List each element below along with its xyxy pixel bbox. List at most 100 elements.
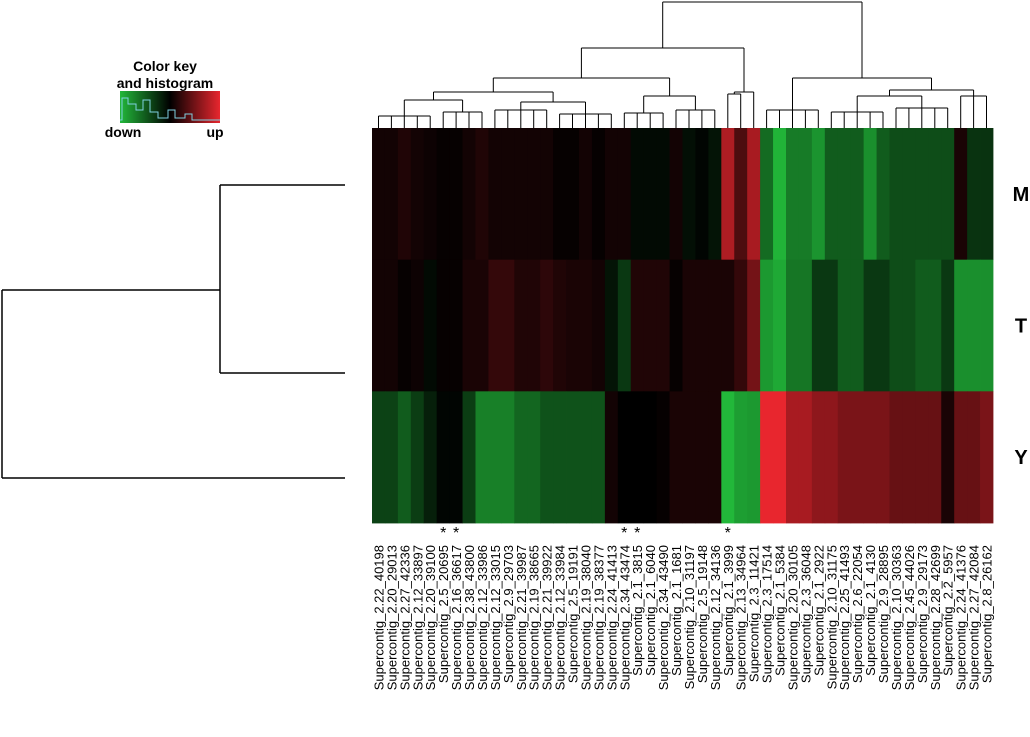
column-label: Supercontig_2.27_42336 [397, 545, 412, 690]
heatmap-cell [462, 128, 476, 261]
column-label: Supercontig_2.5_19191 [566, 545, 581, 683]
heatmap-cell [747, 259, 761, 392]
column-label: Supercontig_2.10_31197 [682, 545, 697, 689]
row-label: M [1013, 184, 1030, 206]
column-label: Supercontig_2.1_3999 [721, 545, 736, 676]
heatmap-cell [682, 259, 696, 392]
heatmap-cell [656, 259, 670, 392]
heatmap-cell [604, 128, 619, 261]
heatmap-cell [695, 391, 709, 524]
heatmap-cell [527, 391, 541, 524]
heatmap-cell [915, 259, 929, 392]
heatmap-cell [630, 259, 645, 392]
heatmap-cell [721, 259, 735, 392]
heatmap-cell [527, 128, 541, 261]
heatmap-cell [449, 128, 463, 261]
heatmap-cell [669, 259, 683, 392]
heatmap-cell [734, 259, 748, 392]
column-label: Supercontig_2.1_1681 [669, 545, 684, 676]
color-key-bar [120, 91, 220, 123]
heatmap-cell [488, 391, 502, 524]
column-label: Supercontig_2.28_42699 [928, 545, 943, 690]
heatmap-cell [967, 391, 981, 524]
heatmap-cell [475, 259, 489, 392]
heatmap-cell [798, 128, 813, 261]
heatmap-cell [423, 128, 438, 261]
column-label: Supercontig_2.24_41376 [954, 545, 969, 690]
column-label: Supercontig_2.3_11421 [747, 545, 762, 682]
heatmap-cell [372, 259, 386, 392]
heatmap-cell [527, 259, 541, 392]
heatmap-cell [682, 128, 696, 261]
heatmap-cell [566, 128, 580, 261]
heatmap-cell [708, 259, 722, 392]
heatmap-cell [915, 391, 929, 524]
column-label: Supercontig_2.1_6040 [643, 545, 658, 676]
heatmap-cell [915, 128, 929, 261]
heatmap-cell [747, 128, 761, 261]
heatmap-cell [863, 128, 877, 261]
heatmap-cell [811, 128, 826, 261]
column-label: Supercontig_2.38_43800 [462, 545, 477, 690]
column-label: Supercontig_2.25_41493 [837, 545, 852, 690]
heatmap-cell [501, 391, 515, 524]
heatmap-cell [436, 259, 451, 392]
column-dendrogram-branches [378, 1, 987, 128]
heatmap-cell [811, 259, 826, 392]
heatmap-cell [449, 391, 463, 524]
heatmap-cell [760, 128, 774, 261]
heatmap-cell [941, 259, 955, 392]
heatmap-cell [850, 391, 865, 524]
heatmap-cell [566, 391, 580, 524]
heatmap-cell [553, 391, 567, 524]
column-label: Supercontig_2.21_39922 [540, 545, 555, 690]
column-label: Supercontig_2.22_40198 [372, 545, 387, 690]
heatmap-cell [669, 128, 683, 261]
heatmap-cell [462, 391, 476, 524]
row-dendrogram [1, 184, 345, 479]
column-label: Supercontig_2.1_2922 [811, 545, 826, 676]
heatmap-cell [708, 391, 722, 524]
heatmap-cell [475, 391, 489, 524]
heatmap-cell [954, 128, 968, 261]
heatmap-cell [591, 128, 606, 261]
heatmap-cell [928, 391, 942, 524]
heatmap-cell [824, 259, 839, 392]
heatmap-cell [734, 391, 748, 524]
heatmap-cell [540, 391, 554, 524]
heatmap-cell [695, 259, 709, 392]
column-label: Supercontig_2.9_28895 [876, 545, 891, 683]
column-label: Supercontig_2.2_5957 [941, 545, 956, 676]
column-label: Supercontig_2.10_31175 [824, 545, 839, 689]
heatmap-cell [837, 259, 852, 392]
heatmap-cell [837, 391, 852, 524]
heatmap-cell [397, 259, 412, 392]
heatmap-cell [643, 259, 658, 392]
heatmap-cell [902, 259, 916, 392]
heatmap-cell [980, 128, 994, 261]
heatmap-cell [773, 391, 787, 524]
heatmap-cell [449, 259, 463, 392]
row-label: Y [1014, 447, 1028, 469]
column-label: Supercontig_2.12_33984 [553, 545, 568, 690]
column-label: Supercontig_2.20_29013 [384, 545, 399, 690]
column-label: Supercontig_2.45_44026 [902, 545, 917, 690]
heatmap-cell [514, 391, 528, 524]
heatmap-cell [579, 391, 593, 524]
significance-marker: * [621, 525, 627, 542]
heatmap-cell [553, 128, 567, 261]
heatmap-cell [566, 259, 580, 392]
heatmap-grid [372, 128, 994, 524]
column-label: Supercontig_2.12_33015 [488, 545, 503, 690]
column-label: Supercontig_2.24_41413 [604, 545, 619, 690]
heatmap-cell [410, 259, 425, 392]
heatmap-cell [540, 128, 554, 261]
significance-marker: * [440, 525, 446, 542]
column-label: Supercontig_2.1_5384 [773, 545, 788, 676]
column-label: Supercontig_2.20_39100 [423, 545, 438, 690]
column-label: Supercontig_2.1_4130 [863, 545, 878, 676]
column-label: Supercontig_2.12_33897 [410, 545, 425, 690]
column-label: Supercontig_2.21_39987 [514, 545, 529, 690]
heatmap-cell [721, 128, 735, 261]
column-label: Supercontig_2.10_30363 [889, 545, 904, 690]
